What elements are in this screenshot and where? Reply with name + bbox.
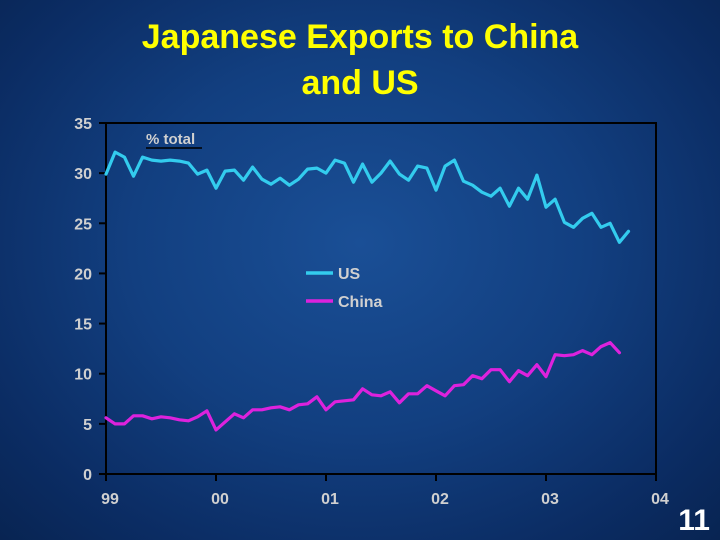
x-tick-label: 99	[101, 491, 119, 508]
x-tick-label: 01	[321, 491, 339, 508]
x-tick-label: 00	[211, 491, 229, 508]
y-tick-label: 20	[74, 266, 92, 283]
legend-label-us: US	[338, 266, 361, 283]
title-line-2: and US	[301, 64, 419, 102]
y-tick-label: 10	[74, 367, 92, 384]
y-tick-label: 30	[74, 166, 92, 183]
slide-number: 11	[678, 504, 710, 537]
slide-title: Japanese Exports to China and US	[0, 14, 720, 106]
y-tick-label: 5	[83, 417, 92, 434]
y-axis-label: % total	[146, 131, 195, 148]
y-tick-label: 0	[83, 467, 92, 484]
y-tick-label: 15	[74, 317, 92, 334]
series-line-us	[104, 150, 631, 244]
plot-frame	[105, 122, 657, 475]
title-line-1: Japanese Exports to China	[141, 18, 579, 56]
y-tick-label: 25	[74, 216, 92, 233]
x-tick-label: 02	[431, 491, 449, 508]
x-tick-label: 03	[541, 491, 559, 508]
series-line-china	[104, 341, 622, 432]
x-tick-label: 04	[651, 491, 669, 508]
legend-label-china: China	[338, 294, 383, 311]
y-tick-label: 35	[74, 116, 92, 133]
